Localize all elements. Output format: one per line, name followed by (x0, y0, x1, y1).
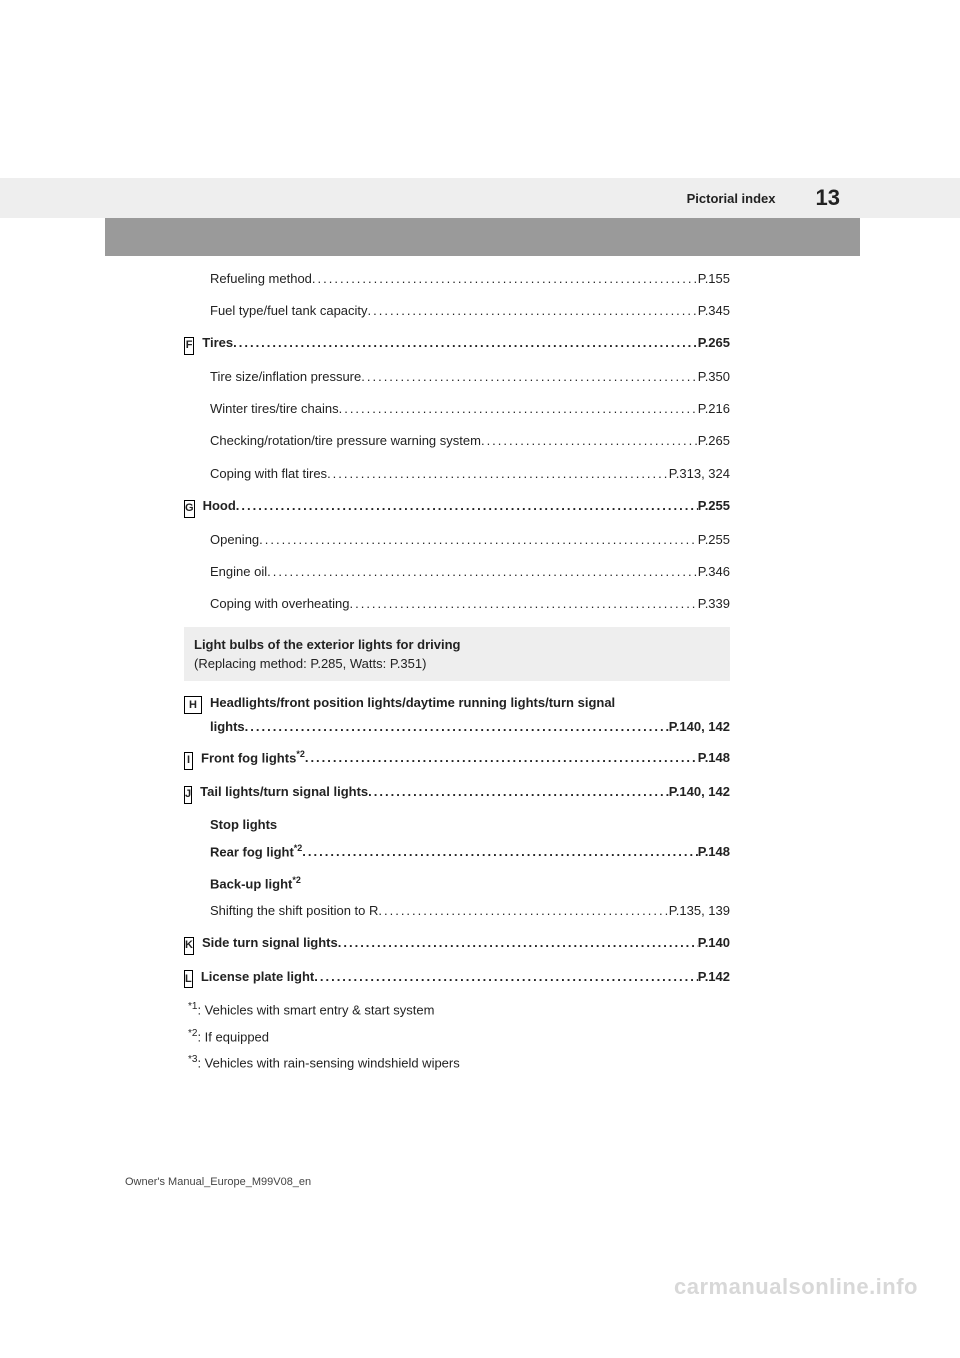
footnotes: *1: Vehicles with smart entry & start sy… (188, 1001, 730, 1070)
index-row: HHeadlights/front position lights/daytim… (210, 695, 730, 734)
letter-box: F (184, 337, 194, 355)
page-ref: P.313, 324 (669, 465, 730, 483)
letter-box: J (184, 786, 192, 804)
leader-dots: ........................................… (314, 968, 697, 986)
item-text: Shifting the shift position to R (210, 902, 378, 920)
page-ref: P.255 (698, 497, 730, 515)
index-row: Checking/rotation/tire pressure warning … (210, 432, 730, 450)
header-bar: Pictorial index 13 (0, 178, 960, 218)
page-ref: P.345 (698, 302, 730, 320)
item-text: lights (210, 719, 245, 734)
item-text: License plate light (201, 968, 314, 986)
leader-dots: ........................................… (368, 783, 669, 801)
leader-dots: ........................................… (327, 465, 669, 483)
leader-dots: ........................................… (245, 719, 669, 734)
shaded-title: Light bulbs of the exterior lights for d… (194, 637, 720, 652)
index-row: Coping with flat tires .................… (210, 465, 730, 483)
footer-text: Owner's Manual_Europe_M99V08_en (125, 1176, 311, 1188)
content-area: Refueling method .......................… (210, 270, 730, 1080)
footnote: *3: Vehicles with rain-sensing windshiel… (188, 1054, 730, 1070)
item-text: Side turn signal lights (202, 934, 338, 952)
page-ref: P.216 (698, 400, 730, 418)
index-row: Refueling method .......................… (210, 270, 730, 288)
index-row: LLicense plate light ...................… (210, 968, 730, 988)
item-text: Tail lights/turn signal lights (200, 783, 368, 801)
leader-dots: ........................................… (302, 843, 697, 861)
item-text: Refueling method (210, 270, 312, 288)
leader-dots: ........................................… (481, 432, 698, 450)
footnote: *1: Vehicles with smart entry & start sy… (188, 1001, 730, 1017)
page-ref: P.155 (698, 270, 730, 288)
index-row: Winter tires/tire chains ...............… (210, 400, 730, 418)
leader-dots: ........................................… (267, 563, 698, 581)
page-ref: P.140, 142 (669, 783, 730, 801)
leader-dots: ........................................… (368, 302, 698, 320)
item-text: Checking/rotation/tire pressure warning … (210, 432, 481, 450)
leader-dots: ........................................… (339, 400, 698, 418)
page-ref: P.346 (698, 563, 730, 581)
item-text: Hood (203, 497, 236, 515)
index-row: FTires .................................… (210, 334, 730, 354)
footnote: *2: If equipped (188, 1028, 730, 1044)
page-number: 13 (816, 185, 840, 211)
item-text: Winter tires/tire chains (210, 400, 339, 418)
leader-dots: ........................................… (312, 270, 698, 288)
item-text: Headlights/front position lights/daytime… (210, 695, 615, 710)
leader-dots: ........................................… (259, 531, 698, 549)
page-ref: P.148 (698, 749, 730, 767)
section-title: Pictorial index (687, 191, 776, 206)
item-text: Tire size/inflation pressure (210, 368, 361, 386)
item-text: Coping with flat tires (210, 465, 327, 483)
item-text: Coping with overheating (210, 595, 349, 613)
leader-dots: ........................................… (361, 368, 697, 386)
index-row: Rear fog light*2 .......................… (210, 842, 730, 862)
page-ref: P.265 (698, 334, 730, 352)
shaded-block: Light bulbs of the exterior lights for d… (184, 627, 730, 681)
leader-dots: ........................................… (378, 902, 668, 920)
page-ref: P.339 (698, 595, 730, 613)
item-text: Opening (210, 531, 259, 549)
item-text: Engine oil (210, 563, 267, 581)
letter-box: H (184, 696, 202, 714)
item-text: Rear fog light*2 (210, 842, 302, 862)
letter-box: G (184, 500, 195, 518)
page-ref: P.142 (698, 968, 730, 986)
index-row: KSide turn signal lights ...............… (210, 934, 730, 954)
item-text: Front fog lights*2 (201, 748, 305, 768)
index-row: Engine oil .............................… (210, 563, 730, 581)
page-ref: P.350 (698, 368, 730, 386)
item-text: Tires (202, 334, 233, 352)
gray-band (105, 218, 860, 256)
index-row: Tire size/inflation pressure ...........… (210, 368, 730, 386)
index-row: Opening ................................… (210, 531, 730, 549)
index-row: Coping with overheating ................… (210, 595, 730, 613)
index-row: Shifting the shift position to R .......… (210, 902, 730, 920)
page-ref: P.265 (698, 432, 730, 450)
index-row: GHood ..................................… (210, 497, 730, 517)
leader-dots: ........................................… (236, 497, 698, 515)
page-ref: P.135, 139 (669, 902, 730, 920)
watermark: carmanualsonline.info (674, 1274, 918, 1300)
letter-box: K (184, 937, 194, 955)
index-row: IFront fog lights*2 ....................… (210, 748, 730, 769)
page-ref: P.140 (698, 934, 730, 952)
leader-dots: ........................................… (349, 595, 697, 613)
index-row: Fuel type/fuel tank capacity ...........… (210, 302, 730, 320)
index-row: JTail lights/turn signal lights ........… (210, 783, 730, 803)
letter-box: I (184, 752, 193, 770)
leader-dots: ........................................… (233, 334, 698, 352)
letter-box: L (184, 970, 193, 988)
leader-dots: ........................................… (338, 934, 698, 952)
page-ref: P.140, 142 (669, 719, 730, 734)
page-ref: P.148 (698, 843, 730, 861)
page-ref: P.255 (698, 531, 730, 549)
leader-dots: ........................................… (305, 749, 698, 767)
item-label: Stop lights (210, 817, 730, 832)
shaded-subtitle: (Replacing method: P.285, Watts: P.351) (194, 656, 720, 671)
item-label: Back-up light*2 (210, 875, 730, 891)
item-text: Fuel type/fuel tank capacity (210, 302, 368, 320)
